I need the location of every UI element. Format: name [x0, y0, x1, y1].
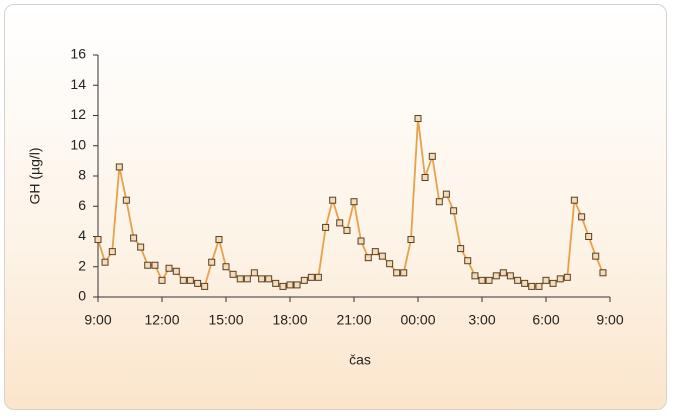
- data-point: [442, 190, 450, 198]
- x-tick-label: 9:00: [84, 312, 111, 328]
- data-point: [108, 248, 116, 256]
- y-tick-label: 8: [78, 167, 86, 183]
- data-point: [144, 261, 152, 269]
- data-point: [506, 272, 514, 280]
- data-point: [186, 276, 194, 284]
- y-tick-label: 12: [70, 106, 86, 122]
- data-point: [229, 270, 237, 278]
- data-point: [407, 236, 415, 244]
- data-point: [286, 281, 294, 289]
- data-point: [528, 282, 536, 290]
- data-point: [94, 236, 102, 244]
- data-point: [364, 254, 372, 262]
- data-point: [514, 276, 522, 284]
- data-point: [322, 223, 330, 231]
- data-point: [357, 237, 365, 245]
- data-point: [336, 219, 344, 227]
- data-point: [236, 275, 244, 283]
- data-point: [535, 282, 543, 290]
- data-point: [201, 282, 209, 290]
- x-tick-label: 6:00: [532, 312, 559, 328]
- data-point: [435, 198, 443, 206]
- y-axis-label: GH (µg/l): [27, 147, 43, 204]
- data-point: [101, 258, 109, 266]
- x-tick-label: 00:00: [400, 312, 435, 328]
- data-point: [599, 269, 607, 277]
- x-tick-label: 3:00: [468, 312, 495, 328]
- data-point: [549, 279, 557, 287]
- y-tick-label: 6: [78, 197, 86, 213]
- data-point: [592, 252, 600, 260]
- x-tick-label: 12:00: [144, 312, 179, 328]
- data-point: [570, 196, 578, 204]
- data-point: [471, 272, 479, 280]
- data-point: [464, 257, 472, 265]
- x-tick-label: 18:00: [272, 312, 307, 328]
- data-line: [97, 118, 604, 288]
- data-point: [122, 196, 130, 204]
- data-point: [279, 282, 287, 290]
- data-point: [393, 269, 401, 277]
- data-point: [215, 236, 223, 244]
- data-point: [521, 279, 529, 287]
- data-point: [293, 281, 301, 289]
- data-point: [272, 279, 280, 287]
- data-point: [250, 269, 258, 277]
- data-point: [243, 275, 251, 283]
- data-point: [386, 260, 394, 268]
- data-point: [492, 272, 500, 280]
- data-point: [428, 152, 436, 160]
- data-point: [307, 273, 315, 281]
- y-tick-label: 10: [70, 136, 86, 152]
- data-point: [158, 276, 166, 284]
- data-point: [450, 207, 458, 215]
- data-point: [151, 261, 159, 269]
- data-point: [350, 198, 358, 206]
- y-tick-label: 14: [70, 76, 86, 92]
- data-point: [343, 226, 351, 234]
- data-point: [172, 267, 180, 275]
- data-point: [265, 275, 273, 283]
- data-point: [556, 275, 564, 283]
- data-point: [542, 276, 550, 284]
- data-point: [578, 213, 586, 221]
- data-point: [258, 275, 266, 283]
- data-point: [208, 258, 216, 266]
- data-point: [329, 196, 337, 204]
- data-point: [378, 252, 386, 260]
- y-tick-label: 2: [78, 257, 86, 273]
- data-point: [478, 276, 486, 284]
- data-point: [414, 115, 422, 123]
- data-point: [485, 276, 493, 284]
- x-tick-label: 15:00: [208, 312, 243, 328]
- x-axis-label: čas: [349, 352, 371, 368]
- data-point: [115, 163, 123, 171]
- data-point: [137, 243, 145, 251]
- x-tick-label: 9:00: [596, 312, 623, 328]
- data-point: [130, 234, 138, 242]
- data-point: [499, 269, 507, 277]
- data-point: [457, 245, 465, 253]
- x-tick-label: 21:00: [336, 312, 371, 328]
- data-point: [421, 174, 429, 182]
- y-tick-label: 4: [78, 227, 86, 243]
- y-tick-label: 0: [78, 288, 86, 304]
- y-tick-label: 16: [70, 46, 86, 62]
- data-point: [300, 276, 308, 284]
- data-point: [371, 248, 379, 256]
- data-point: [314, 273, 322, 281]
- data-point: [165, 264, 173, 272]
- data-point: [179, 276, 187, 284]
- data-point: [563, 273, 571, 281]
- data-point: [400, 269, 408, 277]
- data-point: [222, 263, 230, 271]
- data-point: [194, 279, 202, 287]
- data-point: [585, 233, 593, 240]
